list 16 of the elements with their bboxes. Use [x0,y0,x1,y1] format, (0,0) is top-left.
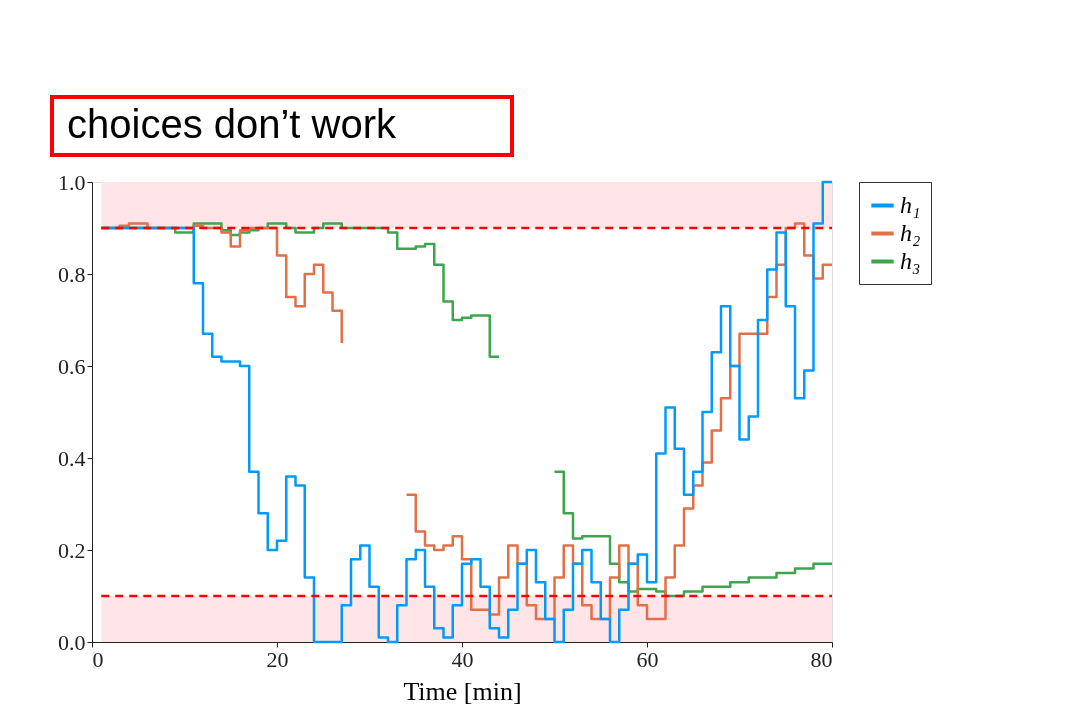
x-tick-label: 40 [451,646,474,672]
legend-label: h₁ [900,191,921,218]
legend-label: h₂ [900,219,921,246]
x-tick-label: 20 [266,646,289,672]
y-tick-label: 0.2 [58,537,86,563]
y-tick-label: 0.6 [58,353,86,379]
y-tick-label: 1.0 [58,169,86,195]
x-axis-title: Time [min] [403,676,522,706]
y-tick-label: 0.8 [58,261,86,287]
x-tick-label: 80 [810,646,833,672]
text: choices don’t work [67,102,398,146]
x-tick-label: 0 [92,646,104,672]
y-tick-label: 0.0 [58,629,86,655]
x-tick-label: 60 [636,646,659,672]
legend-label: h₃ [900,247,921,274]
y-tick-label: 0.4 [58,445,86,471]
